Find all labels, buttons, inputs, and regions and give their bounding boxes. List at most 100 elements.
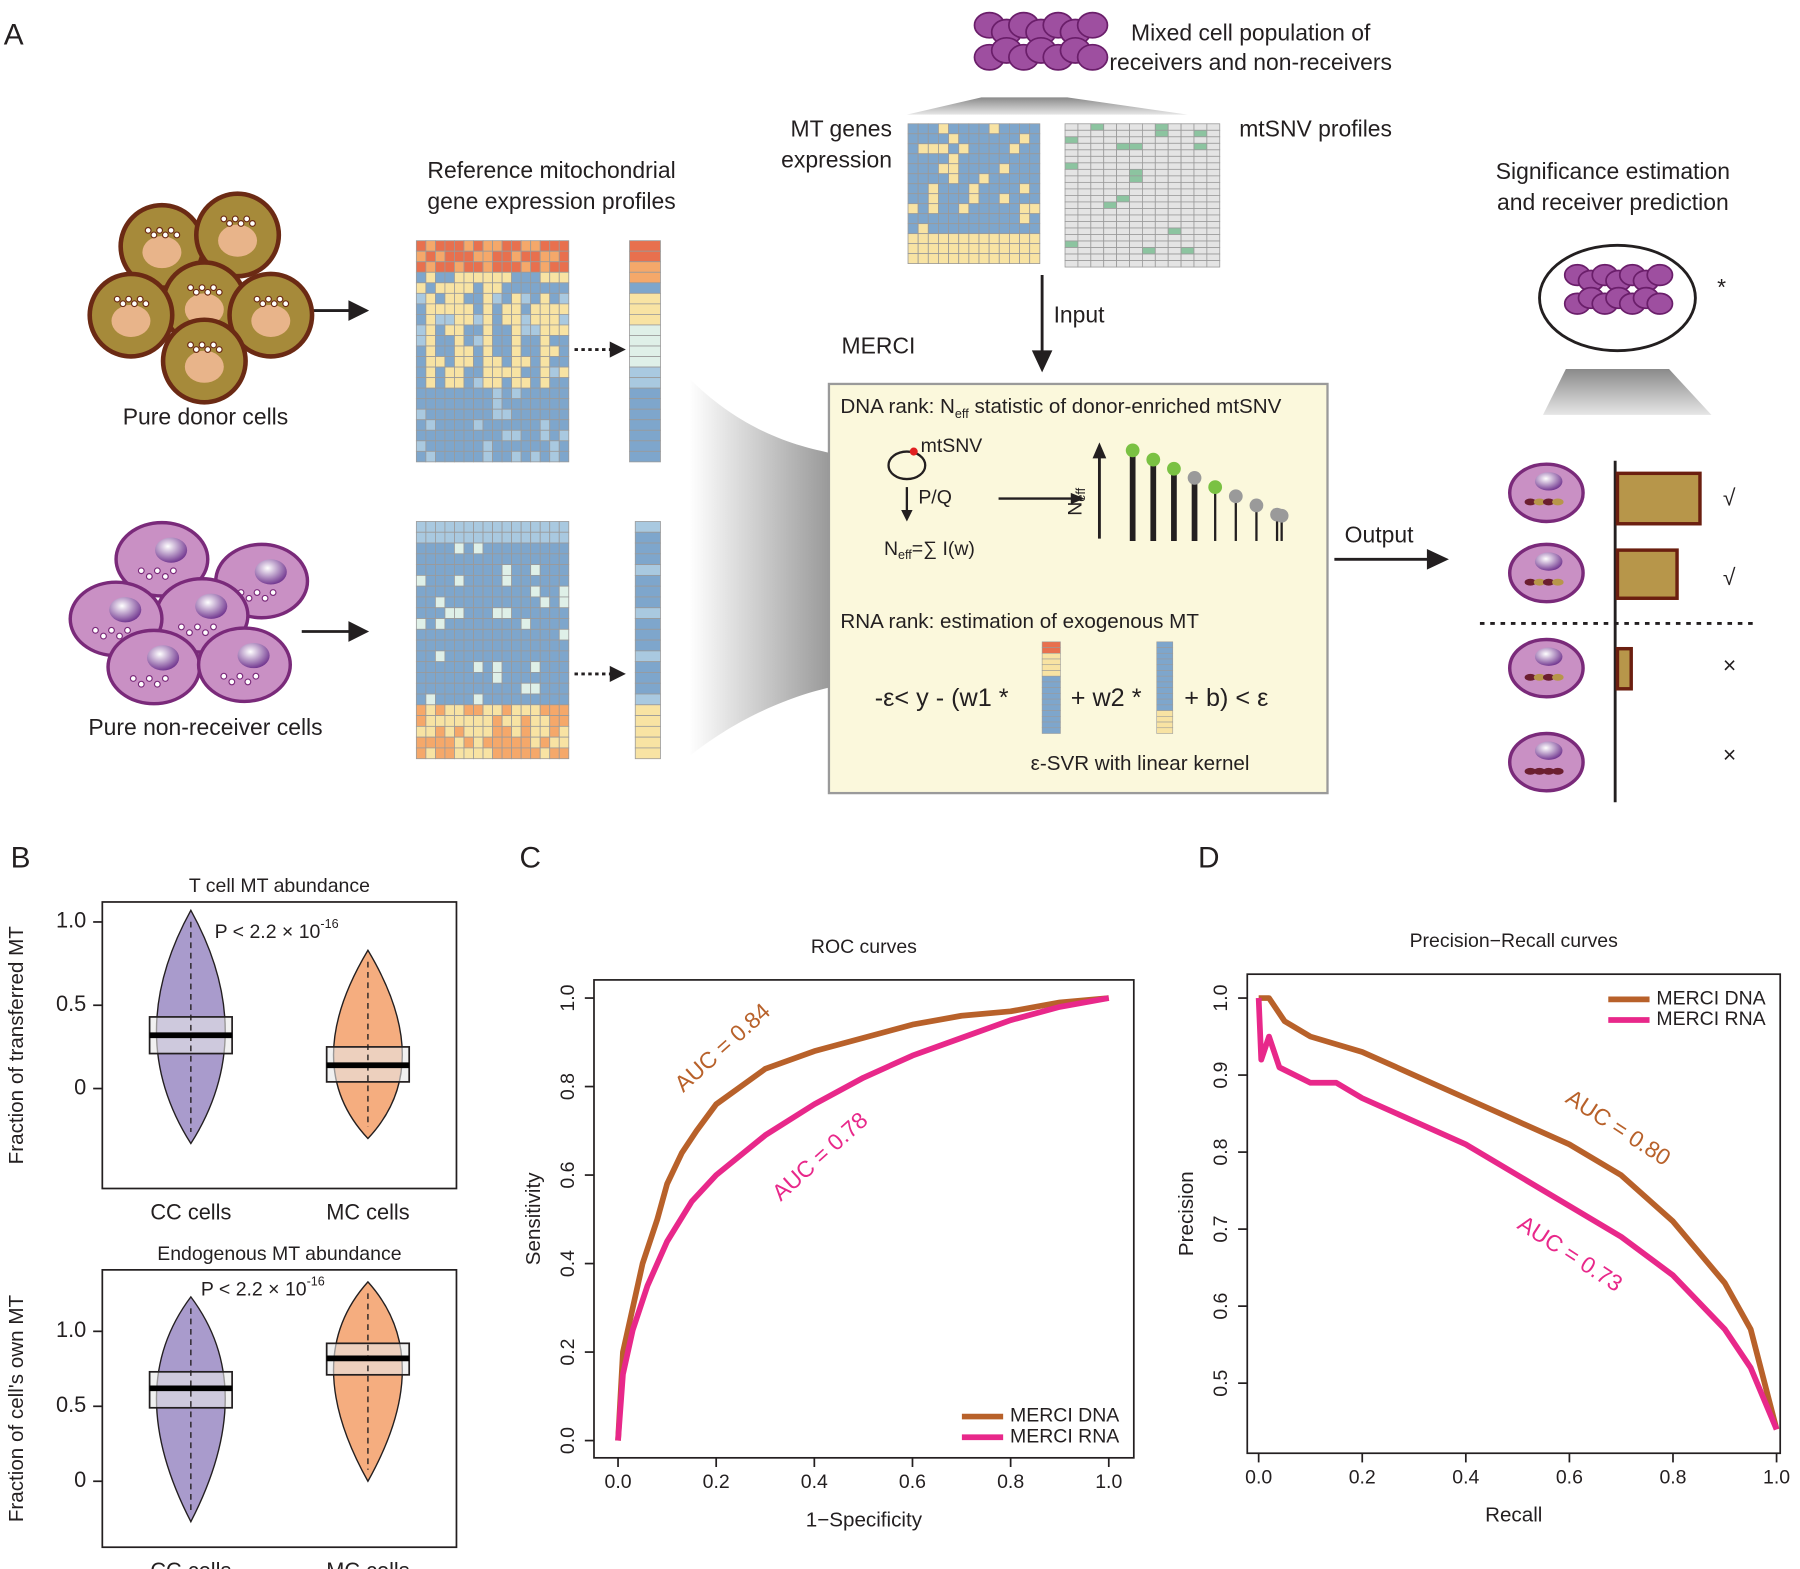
heatmap-cell: [501, 335, 513, 347]
heatmap-cell: [444, 607, 455, 619]
heatmap-cell: [1154, 155, 1169, 164]
mito: [1533, 498, 1546, 506]
heatmap-cell: [539, 574, 551, 587]
heatmap-cell: [1180, 162, 1195, 170]
heatmap-cell: [558, 261, 570, 273]
arrows: [301, 275, 1449, 682]
heatmap-cell: [927, 213, 939, 225]
vector-cell: [1041, 664, 1061, 671]
heatmap-cell: [1141, 162, 1156, 170]
heatmap-cell: [435, 303, 446, 315]
heatmap-cell: [454, 377, 465, 389]
mito: [282, 300, 290, 308]
mito: [231, 215, 239, 223]
heatmap-cell: [444, 408, 455, 421]
heatmap-cell: [511, 618, 522, 630]
heatmap-cell: [998, 133, 1010, 145]
heatmap-cell: [444, 356, 455, 368]
heatmap-cell: [520, 693, 532, 706]
heatmap-cell: [473, 564, 484, 576]
heatmap-cell: [1009, 243, 1020, 255]
heatmap-cell: [511, 531, 522, 544]
heatmap-cell: [501, 542, 513, 555]
heatmap-cell: [1103, 253, 1118, 261]
heatmap-cell: [501, 596, 513, 609]
label: expression: [781, 147, 892, 173]
heatmap-cell: [968, 163, 980, 175]
heatmap-cell: [1029, 253, 1041, 265]
mito: [253, 295, 261, 303]
plot-frame: [101, 901, 458, 1190]
heatmap-cell: [454, 398, 465, 410]
y-tick-label: 0: [74, 1074, 86, 1099]
heatmap-cell: [988, 173, 1000, 185]
x-tick-label: 1.0: [1095, 1471, 1122, 1493]
heatmap-cell: [998, 183, 1010, 195]
heatmap-cell: [1009, 203, 1020, 215]
heatmap-cell: [1206, 142, 1221, 151]
heatmap-cell: [463, 715, 474, 727]
heatmap-cell: [927, 233, 939, 245]
head: [1228, 489, 1243, 504]
heatmap-cell: [473, 240, 484, 252]
heatmap-cell: [501, 345, 513, 357]
heatmap-cell: [501, 440, 513, 452]
heatmap-cell: [454, 725, 465, 738]
heatmap-cell: [1077, 136, 1092, 144]
mito: [108, 626, 115, 634]
heatmap-cell: [425, 271, 436, 284]
heatmap-cell: [1103, 201, 1118, 209]
heatmap-cell: [634, 628, 661, 641]
heatmap-cell: [1180, 227, 1195, 235]
heatmap-cell: [988, 143, 1000, 155]
heatmap-cell: [1029, 193, 1041, 205]
heatmap-cell: [1129, 195, 1143, 203]
nucleus: [1534, 552, 1563, 571]
mito: [198, 341, 206, 349]
heatmap-cell: [435, 398, 446, 410]
heatmap-cell: [1116, 221, 1130, 229]
heatmap-cell: [511, 335, 522, 347]
heatmap-cell: [501, 682, 513, 695]
mito: [137, 567, 145, 575]
heatmap-cell: [1154, 253, 1169, 261]
heatmap-cell: [629, 282, 661, 294]
heatmap-cell: [492, 261, 503, 273]
heatmap-cell: [454, 607, 465, 619]
heatmap-cell: [1193, 234, 1208, 242]
heatmap-cell: [425, 574, 436, 587]
vector-cell: [1041, 647, 1061, 654]
heatmap-cell: [1077, 214, 1092, 222]
heatmap-cell: [473, 408, 484, 421]
heatmap-cell: [549, 303, 560, 315]
heatmap-cell: [1206, 227, 1221, 235]
heatmap-cell: [473, 387, 484, 400]
heatmap-cell: [539, 736, 551, 749]
heatmap-cell: [425, 542, 436, 555]
heatmap-cell: [1090, 214, 1105, 222]
x-axis-label: Recall: [1485, 1504, 1542, 1527]
heatmap-cell: [1009, 173, 1020, 185]
mito: [185, 629, 193, 637]
heatmap-cell: [530, 553, 541, 566]
heatmap-cell: [520, 574, 532, 587]
heatmap-cell: [968, 173, 980, 185]
heatmap-cell: [1141, 201, 1156, 209]
heatmap-cell: [1206, 162, 1221, 170]
heatmap-cell: [415, 429, 427, 442]
mark-label: √: [1723, 485, 1736, 511]
heatmap-cell: [1090, 253, 1105, 261]
heatmap-cell: [1103, 214, 1118, 222]
heatmap-cell: [1090, 155, 1105, 164]
heatmap-cell: [958, 243, 970, 255]
heatmap-cell: [425, 736, 436, 749]
heatmap-cell: [463, 553, 474, 566]
mito: [1552, 767, 1564, 775]
heatmap-cell: [629, 324, 661, 336]
heatmap-cell: [530, 387, 541, 400]
heatmap-cell: [520, 682, 532, 695]
heatmap-cell: [454, 282, 465, 294]
heatmap-cell: [539, 324, 551, 336]
heatmap-cell: [958, 253, 970, 265]
heatmap-cell: [1167, 208, 1182, 216]
